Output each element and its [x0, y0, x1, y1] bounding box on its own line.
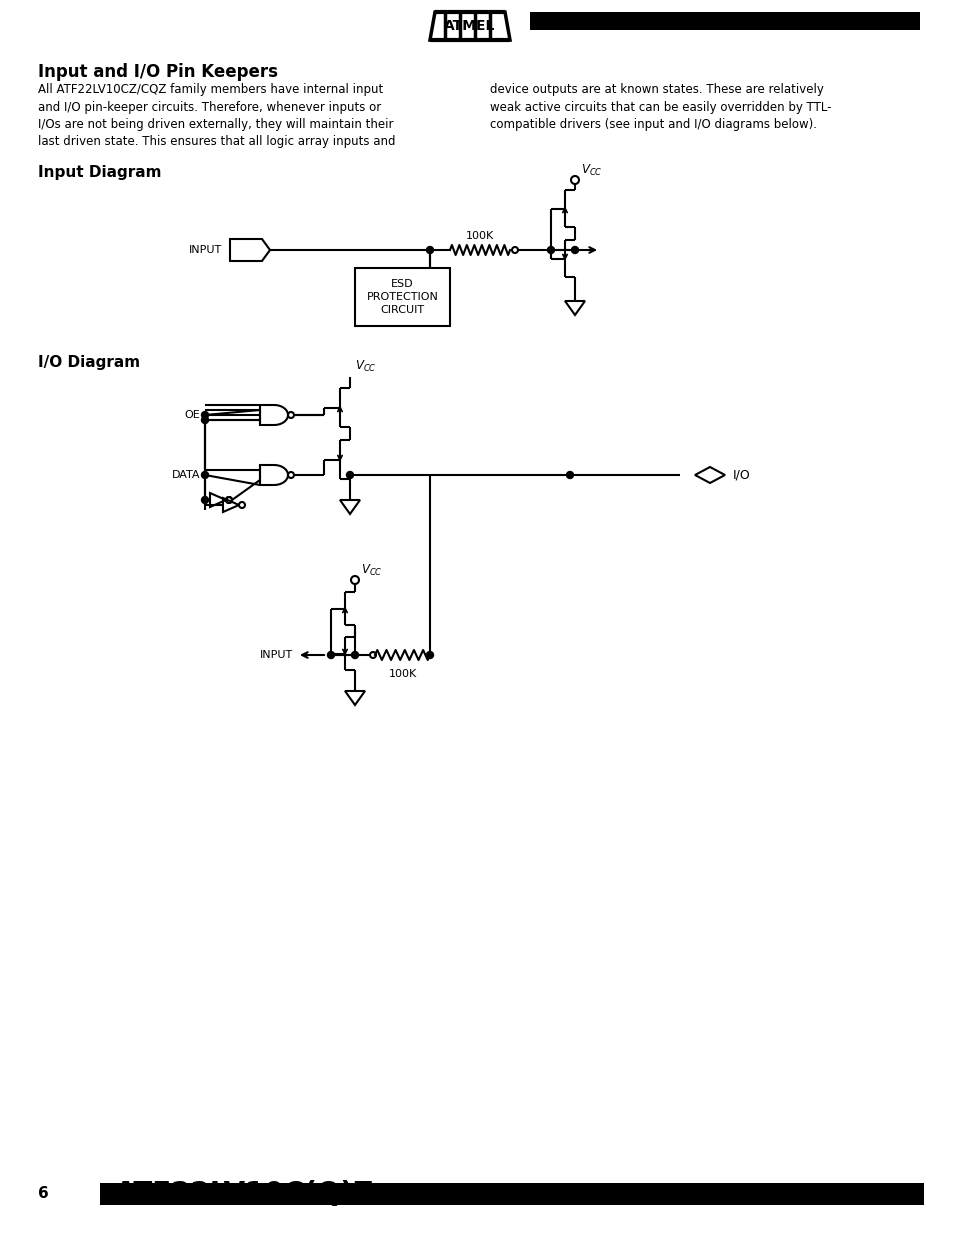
Text: INPUT: INPUT — [259, 650, 293, 659]
Bar — [355, 268, 450, 326]
Text: I/O Diagram: I/O Diagram — [38, 354, 140, 370]
Text: $V_{CC}$: $V_{CC}$ — [360, 563, 382, 578]
Circle shape — [346, 472, 354, 478]
Circle shape — [547, 247, 554, 253]
Text: I/O: I/O — [732, 468, 750, 482]
Text: All ATF22LV10CZ/CQZ family members have internal input
and I/O pin-keeper circui: All ATF22LV10CZ/CQZ family members have … — [38, 83, 395, 148]
Text: $V_{CC}$: $V_{CC}$ — [355, 359, 376, 374]
Text: 6: 6 — [38, 1187, 49, 1202]
Circle shape — [201, 472, 209, 478]
Text: 100K: 100K — [388, 669, 416, 679]
Text: ATF22LV10C(Q)Z: ATF22LV10C(Q)Z — [115, 1179, 374, 1208]
Text: DATA: DATA — [172, 471, 200, 480]
Text: $V_{CC}$: $V_{CC}$ — [580, 163, 602, 178]
Text: OE: OE — [184, 410, 200, 420]
Text: INPUT: INPUT — [189, 245, 222, 254]
Text: Input Diagram: Input Diagram — [38, 165, 161, 180]
Text: ATMEL: ATMEL — [444, 19, 496, 33]
Text: Input and I/O Pin Keepers: Input and I/O Pin Keepers — [38, 63, 277, 82]
Circle shape — [351, 652, 358, 658]
Circle shape — [571, 247, 578, 253]
Circle shape — [426, 652, 433, 658]
Text: device outputs are at known states. These are relatively
weak active circuits th: device outputs are at known states. Thes… — [490, 83, 831, 131]
Text: ESD
PROTECTION
CIRCUIT: ESD PROTECTION CIRCUIT — [366, 279, 438, 315]
Circle shape — [327, 652, 335, 658]
Text: 100K: 100K — [465, 231, 494, 241]
Circle shape — [201, 416, 209, 424]
Circle shape — [566, 472, 573, 478]
Circle shape — [201, 496, 209, 504]
Circle shape — [426, 247, 433, 253]
Bar — [530, 12, 919, 30]
Bar — [100, 1183, 923, 1205]
Circle shape — [201, 411, 209, 419]
